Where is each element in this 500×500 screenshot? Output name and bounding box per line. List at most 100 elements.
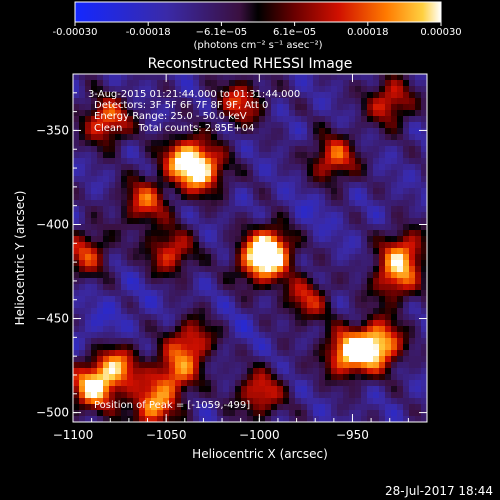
heatmap-cell [163,404,169,410]
heatmap-cell [283,218,289,224]
heatmap-cell [187,416,193,422]
heatmap-cell [211,236,217,242]
heatmap-cell [379,170,385,176]
heatmap-cell [337,92,343,98]
heatmap-cell [211,128,217,134]
heatmap-cell [331,392,337,398]
heatmap-cell [403,158,409,164]
heatmap-cell [235,164,241,170]
heatmap-cell [85,182,91,188]
heatmap-cell [421,212,427,218]
heatmap-cell [277,224,283,230]
heatmap-cell [391,182,397,188]
heatmap-cell [331,206,337,212]
heatmap-cell [175,332,181,338]
heatmap-cell [361,212,367,218]
heatmap-cell [241,188,247,194]
heatmap-cell [331,80,337,86]
heatmap-cell [415,110,421,116]
heatmap-cell [145,356,151,362]
heatmap-cell [397,110,403,116]
heatmap-cell [157,410,163,416]
heatmap-cell [379,74,385,80]
heatmap-cell [283,332,289,338]
heatmap-cell [289,146,295,152]
heatmap-cell [133,338,139,344]
heatmap-cell [385,218,391,224]
heatmap-cell [295,392,301,398]
heatmap-cell [319,110,325,116]
heatmap-cell [295,254,301,260]
heatmap-cell [127,260,133,266]
heatmap-cell [247,206,253,212]
heatmap-cell [223,182,229,188]
heatmap-cell [103,110,109,116]
heatmap-cell [325,284,331,290]
heatmap-cell [349,98,355,104]
heatmap-cell [277,110,283,116]
heatmap-cell [79,260,85,266]
heatmap-cell [151,260,157,266]
heatmap-cell [313,86,319,92]
heatmap-cell [283,110,289,116]
heatmap-cell [145,188,151,194]
heatmap-cell [379,284,385,290]
heatmap-cell [91,326,97,332]
heatmap-cell [223,368,229,374]
heatmap-cell [79,92,85,98]
colorbar-tick-label: −6.1e−05 [196,27,248,38]
heatmap-cell [313,74,319,80]
heatmap-cell [403,398,409,404]
heatmap-cell [127,98,133,104]
heatmap-cell [235,392,241,398]
heatmap-cell [241,296,247,302]
heatmap-cell [91,272,97,278]
heatmap-cell [409,368,415,374]
heatmap-cell [337,200,343,206]
heatmap-cell [73,338,79,344]
heatmap-cell [409,164,415,170]
heatmap-cell [415,200,421,206]
heatmap-cell [79,218,85,224]
heatmap-cell [115,86,121,92]
heatmap-cell [391,260,397,266]
heatmap-cell [97,194,103,200]
heatmap-cell [79,356,85,362]
heatmap-cell [421,104,427,110]
heatmap-cell [103,188,109,194]
heatmap-cell [115,326,121,332]
heatmap-cell [91,122,97,128]
heatmap-cell [325,134,331,140]
heatmap-cell [85,386,91,392]
heatmap-cell [139,122,145,128]
heatmap-cell [367,302,373,308]
heatmap-cell [421,338,427,344]
heatmap-cell [409,392,415,398]
heatmap-cell [367,110,373,116]
heatmap-cell [403,380,409,386]
heatmap-cell [373,254,379,260]
heatmap-cell [235,302,241,308]
heatmap-cell [337,188,343,194]
heatmap-cell [409,170,415,176]
heatmap-cell [121,356,127,362]
heatmap-cell [361,194,367,200]
heatmap-cell [355,254,361,260]
heatmap-cell [79,104,85,110]
heatmap-cell [79,110,85,116]
heatmap-cell [229,278,235,284]
heatmap-cell [157,272,163,278]
heatmap-cell [229,188,235,194]
heatmap-cell [349,254,355,260]
heatmap-cell [295,320,301,326]
heatmap-cell [397,242,403,248]
heatmap-cell [91,242,97,248]
heatmap-cell [151,416,157,422]
heatmap-cell [283,416,289,422]
heatmap-cell [235,98,241,104]
heatmap-cell [265,176,271,182]
heatmap-cell [421,326,427,332]
heatmap-cell [421,278,427,284]
heatmap-cell [199,104,205,110]
heatmap-cell [157,386,163,392]
